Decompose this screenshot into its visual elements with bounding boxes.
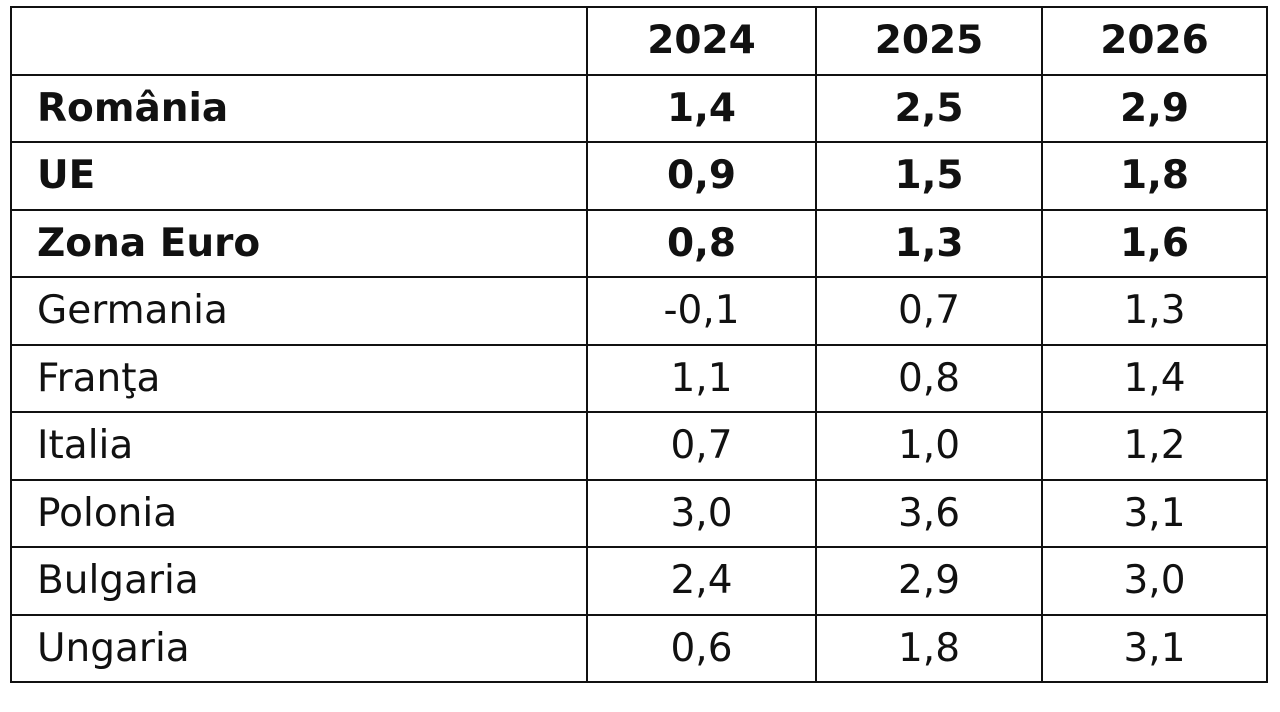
header-row: 2024 2025 2026 bbox=[10, 6, 1268, 76]
value-cell: 1,3 bbox=[1041, 276, 1268, 346]
table-row: Polonia 3,0 3,6 3,1 bbox=[10, 478, 1268, 548]
table-row: Bulgaria 2,4 2,9 3,0 bbox=[10, 546, 1268, 616]
table-row: Ungaria 0,6 1,8 3,1 bbox=[10, 613, 1268, 683]
value-cell: 2,5 bbox=[815, 73, 1043, 143]
country-name: Germania bbox=[10, 276, 588, 346]
value-cell: 1,4 bbox=[586, 73, 817, 143]
value-cell: 2,4 bbox=[586, 546, 817, 616]
country-name: Franţa bbox=[10, 343, 588, 413]
table-row: Italia 0,7 1,0 1,2 bbox=[10, 411, 1268, 481]
value-cell: 1,5 bbox=[815, 141, 1043, 211]
value-cell: 1,8 bbox=[1041, 141, 1268, 211]
value-cell: 0,6 bbox=[586, 613, 817, 683]
value-cell: -0,1 bbox=[586, 276, 817, 346]
value-cell: 1,6 bbox=[1041, 208, 1268, 278]
value-cell: 0,7 bbox=[815, 276, 1043, 346]
value-cell: 2,9 bbox=[1041, 73, 1268, 143]
header-year-2024: 2024 bbox=[586, 6, 817, 76]
header-year-2025: 2025 bbox=[815, 6, 1043, 76]
country-name: Zona Euro bbox=[10, 208, 588, 278]
value-cell: 3,1 bbox=[1041, 478, 1268, 548]
growth-table: 2024 2025 2026 România 1,4 2,5 2,9 UE 0,… bbox=[10, 6, 1268, 683]
value-cell: 1,4 bbox=[1041, 343, 1268, 413]
value-cell: 1,0 bbox=[815, 411, 1043, 481]
country-name: Bulgaria bbox=[10, 546, 588, 616]
value-cell: 1,2 bbox=[1041, 411, 1268, 481]
value-cell: 0,8 bbox=[586, 208, 817, 278]
table-row: România 1,4 2,5 2,9 bbox=[10, 73, 1268, 143]
value-cell: 1,1 bbox=[586, 343, 817, 413]
country-name: Polonia bbox=[10, 478, 588, 548]
table-row: Franţa 1,1 0,8 1,4 bbox=[10, 343, 1268, 413]
value-cell: 0,8 bbox=[815, 343, 1043, 413]
data-table-container: 2024 2025 2026 România 1,4 2,5 2,9 UE 0,… bbox=[10, 6, 1268, 683]
value-cell: 1,8 bbox=[815, 613, 1043, 683]
value-cell: 2,9 bbox=[815, 546, 1043, 616]
country-name: Italia bbox=[10, 411, 588, 481]
value-cell: 3,1 bbox=[1041, 613, 1268, 683]
value-cell: 0,7 bbox=[586, 411, 817, 481]
country-name: România bbox=[10, 73, 588, 143]
header-year-2026: 2026 bbox=[1041, 6, 1268, 76]
table-row: Zona Euro 0,8 1,3 1,6 bbox=[10, 208, 1268, 278]
value-cell: 0,9 bbox=[586, 141, 817, 211]
value-cell: 1,3 bbox=[815, 208, 1043, 278]
table-row: UE 0,9 1,5 1,8 bbox=[10, 141, 1268, 211]
value-cell: 3,6 bbox=[815, 478, 1043, 548]
country-name: UE bbox=[10, 141, 588, 211]
value-cell: 3,0 bbox=[1041, 546, 1268, 616]
table-row: Germania -0,1 0,7 1,3 bbox=[10, 276, 1268, 346]
country-name: Ungaria bbox=[10, 613, 588, 683]
header-corner-cell bbox=[10, 6, 588, 76]
value-cell: 3,0 bbox=[586, 478, 817, 548]
